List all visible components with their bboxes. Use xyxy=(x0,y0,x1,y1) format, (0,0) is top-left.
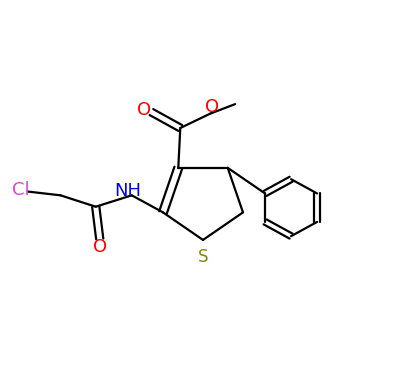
Text: S: S xyxy=(197,248,208,266)
Text: Cl: Cl xyxy=(12,181,29,199)
Text: O: O xyxy=(137,101,151,119)
Text: O: O xyxy=(92,238,107,256)
Text: NH: NH xyxy=(114,182,141,200)
Text: O: O xyxy=(205,98,219,116)
